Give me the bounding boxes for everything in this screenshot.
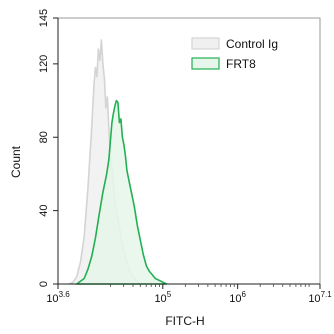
x-axis-ticks: 103.6 105 106 107.1 bbox=[46, 284, 332, 305]
y-tick-label: 145 bbox=[38, 9, 50, 27]
x-tick-label: 107.1 bbox=[308, 290, 332, 305]
y-axis-title: Count bbox=[9, 145, 23, 178]
y-tick-label: 40 bbox=[38, 204, 50, 216]
x-tick-label: 103.6 bbox=[46, 290, 70, 305]
plot-area bbox=[57, 17, 321, 285]
x-tick-label: 106 bbox=[229, 290, 246, 305]
y-tick-label: 80 bbox=[38, 131, 50, 143]
y-tick-label: 120 bbox=[38, 55, 50, 73]
legend-swatch-control-ig bbox=[191, 37, 220, 50]
legend-label-frt8: FRT8 bbox=[226, 57, 256, 71]
series-area-frt8 bbox=[75, 99, 168, 285]
legend-swatch-frt8 bbox=[191, 57, 220, 70]
y-axis-ticks: 0 40 80 120 145 bbox=[38, 9, 58, 287]
series-layer bbox=[68, 39, 168, 285]
y-tick-label: 0 bbox=[38, 281, 50, 287]
legend-label-control-ig: Control Ig bbox=[226, 37, 278, 51]
x-tick-label: 105 bbox=[154, 290, 171, 305]
x-axis-title: FITC-H bbox=[165, 314, 204, 328]
legend: Control Ig FRT8 bbox=[191, 37, 278, 71]
